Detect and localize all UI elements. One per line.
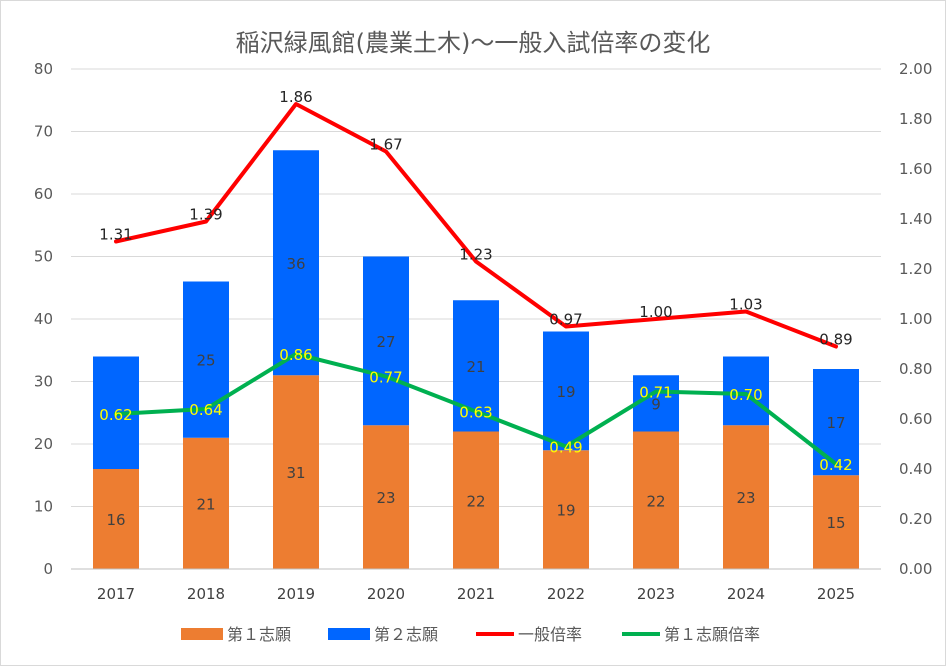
bar-first-choice <box>363 425 409 569</box>
x-tick: 2025 <box>817 585 855 603</box>
y-left-tick: 60 <box>34 185 53 203</box>
bar-value-label: 27 <box>376 333 395 351</box>
bar-second-choice <box>633 375 679 432</box>
first-choice-ratio-label: 0.71 <box>639 384 672 402</box>
y-right-tick: 0.20 <box>899 510 932 528</box>
first-choice-ratio-label: 0.77 <box>369 369 402 387</box>
y-right-tick: 1.40 <box>899 210 932 228</box>
bar-value-label: 17 <box>826 414 845 432</box>
general-ratio-label: 0.97 <box>549 311 582 329</box>
legend-first-choice-ratio: 第１志願倍率 <box>622 625 760 644</box>
general-ratio-label: 1.67 <box>369 136 402 154</box>
bar-first-choice <box>723 425 769 569</box>
bar-value-label: 15 <box>826 514 845 532</box>
general-ratio-label: 1.23 <box>459 246 492 264</box>
y-left-tick: 80 <box>34 60 53 78</box>
y-right-tick: 1.60 <box>899 160 932 178</box>
bar-value-label: 19 <box>556 383 575 401</box>
legend-label: 一般倍率 <box>518 625 582 644</box>
bar-value-label: 9 <box>651 395 661 413</box>
general-ratio-label: 1.03 <box>729 296 762 314</box>
bar-value-label: 22 <box>646 492 665 510</box>
bar-first-choice <box>633 431 679 569</box>
bar-first-choice <box>93 469 139 569</box>
legend-label: 第１志願倍率 <box>664 625 760 644</box>
y-left-tick: 30 <box>34 373 53 391</box>
line-general-ratio <box>114 102 838 349</box>
y-right-tick: 0.00 <box>899 560 932 578</box>
x-tick: 2022 <box>547 585 585 603</box>
y-left-tick: 70 <box>34 123 53 141</box>
bar-value-label: 21 <box>466 358 485 376</box>
legend-general-ratio: 一般倍率 <box>476 625 582 644</box>
legend: 第１志願 第２志願 一般倍率 第１志願倍率 <box>181 625 760 644</box>
line-first-choice-ratio <box>114 352 838 466</box>
legend-swatch <box>181 628 223 640</box>
y-left-tick: 50 <box>34 248 53 266</box>
bar-value-label: 21 <box>196 495 215 513</box>
bar-first-choice <box>183 437 229 569</box>
bar-second-choice <box>813 369 859 476</box>
bar-value-label: 22 <box>466 492 485 510</box>
general-ratio-label: 1.39 <box>189 206 222 224</box>
bar-first-choice <box>813 475 859 569</box>
first-choice-ratio-label: 0.42 <box>819 456 852 474</box>
first-choice-ratio-label: 0.49 <box>549 439 582 457</box>
x-tick: 2024 <box>727 585 765 603</box>
first-choice-ratio-label: 0.63 <box>459 404 492 422</box>
general-ratio-label: 1.86 <box>279 88 312 106</box>
x-tick: 2019 <box>277 585 315 603</box>
bar-first-choice <box>453 431 499 569</box>
y-left-tick: 0 <box>43 560 53 578</box>
lines <box>114 102 838 466</box>
y-right-tick: 0.60 <box>899 410 932 428</box>
bar-value-label: 19 <box>556 502 575 520</box>
bar-second-choice <box>723 356 769 426</box>
bar-value-label: 36 <box>286 255 305 273</box>
first-choice-ratio-label: 0.64 <box>189 401 222 419</box>
y-right-tick: 1.80 <box>899 110 932 128</box>
y-left-tick: 40 <box>34 310 53 328</box>
x-tick: 2018 <box>187 585 225 603</box>
general-ratio-label: 1.00 <box>639 303 672 321</box>
axes: 0 10 20 30 40 50 60 70 80 0.00 0.20 0.40 0.60 0.80 1.0… <box>34 60 933 603</box>
first-choice-ratio-label: 0.70 <box>729 386 762 404</box>
data-labels: 16 21 25 31 36 23 27 22 21 19 19 22 9 23 15 17 1.31 1.39 1… <box>99 88 852 532</box>
bar-second-choice <box>273 150 319 376</box>
first-choice-ratio-label: 0.62 <box>99 406 132 424</box>
first-choice-ratio-label: 0.86 <box>279 346 312 364</box>
bar-value-label: 16 <box>106 511 125 529</box>
bar-first-choice <box>273 375 319 569</box>
x-tick: 2023 <box>637 585 675 603</box>
bar-value-label: 25 <box>196 352 215 370</box>
bar-second-choice <box>363 256 409 426</box>
y-left-tick: 10 <box>34 498 53 516</box>
legend-second-choice: 第２志願 <box>328 625 438 644</box>
legend-first-choice: 第１志願 <box>181 625 291 644</box>
x-tick: 2021 <box>457 585 495 603</box>
legend-label: 第２志願 <box>374 625 438 644</box>
general-ratio-label: 1.31 <box>99 226 132 244</box>
y-right-tick: 2.00 <box>899 60 932 78</box>
y-left-tick: 20 <box>34 435 53 453</box>
general-ratio-label: 0.89 <box>819 331 852 349</box>
bar-value-label: 23 <box>376 489 395 507</box>
legend-swatch <box>328 628 370 640</box>
legend-label: 第１志願 <box>227 625 291 644</box>
y-right-tick: 0.80 <box>899 360 932 378</box>
y-right-tick: 0.40 <box>899 460 932 478</box>
bar-first-choice <box>543 450 589 569</box>
y-right-tick: 1.20 <box>899 260 932 278</box>
bar-value-label: 23 <box>736 489 755 507</box>
bar-second-choice <box>543 331 589 451</box>
chart-title: 稲沢緑風館(農業土木)～一般入試倍率の変化 <box>236 29 711 57</box>
x-tick: 2020 <box>367 585 405 603</box>
y-right-tick: 1.00 <box>899 310 932 328</box>
x-tick: 2017 <box>97 585 135 603</box>
bar-value-label: 31 <box>286 464 305 482</box>
